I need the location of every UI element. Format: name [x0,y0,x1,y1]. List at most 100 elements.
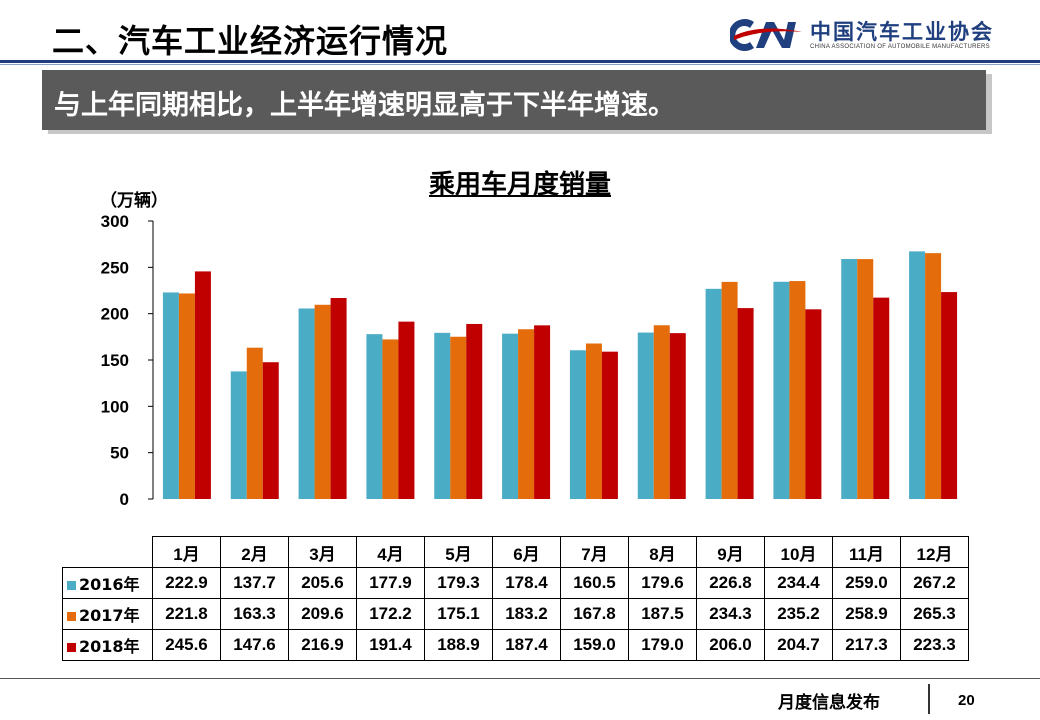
x-category-label: 9月 [696,536,765,568]
x-category-label: 11月 [832,536,901,568]
table-cell: 234.3 [696,598,765,630]
bar-2017年-3月 [314,304,331,499]
legend-swatch [67,643,76,652]
legend-swatch [67,581,76,590]
table-cell: 172.2 [356,598,425,630]
table-cell: 191.4 [356,629,425,661]
bar-2018年-6月 [534,325,551,499]
table-cell: 187.5 [628,598,697,630]
table-cell: 222.9 [152,567,221,599]
table-cell: 221.8 [152,598,221,630]
x-category-label: 4月 [356,536,425,568]
logo-name-en: CHINA ASSOCIATION OF AUTOMOBILE MANUFACT… [810,44,990,50]
table-cell: 163.3 [220,598,289,630]
table-cell: 137.7 [220,567,289,599]
table-cell: 147.6 [220,629,289,661]
header-rule [0,60,1040,63]
bar-2018年-12月 [941,292,958,499]
table-row: 2016年 222.9 137.7 205.6 177.9 179.3 178.4 160.5… [62,567,969,599]
bar-2017年-7月 [585,343,602,499]
bar-2018年-3月 [330,298,347,499]
bar-2016年-6月 [502,333,519,499]
bar-2016年-1月 [162,292,179,499]
bar-2017年-2月 [246,347,263,499]
table-cell: 217.3 [832,629,901,661]
x-category-label: 12月 [900,536,969,568]
bar-2018年-7月 [601,351,618,499]
x-category-label: 6月 [492,536,561,568]
table-cell: 187.4 [492,629,561,661]
bar-2016年-12月 [909,251,926,499]
table-cell: 204.7 [764,629,833,661]
page-number: 20 [958,692,975,709]
x-category-label: 5月 [424,536,493,568]
legend-label: 2018年 [79,637,140,656]
legend-entry: 2016年 [62,567,153,599]
y-tick-label: 250 [101,258,129,277]
table-cell: 179.0 [628,629,697,661]
cam-logo-icon [730,19,802,51]
summary-banner: 与上年同期相比，上半年增速明显高于下半年增速。 [42,70,986,130]
footer-label: 月度信息发布 [778,693,880,713]
table-cell: 188.9 [424,629,493,661]
bar-2017年-9月 [721,281,738,499]
bar-2017年-1月 [178,293,195,499]
table-row: 2018年 245.6 147.6 216.9 191.4 188.9 187.4 159.0… [62,629,969,661]
bar-2017年-8月 [653,325,670,499]
table-cell: 175.1 [424,598,493,630]
legend-entry: 2018年 [62,629,153,661]
table-cell: 205.6 [288,567,357,599]
table-cell: 265.3 [900,598,969,630]
table-cell: 216.9 [288,629,357,661]
x-category-label: 8月 [628,536,697,568]
table-cell: 267.2 [900,567,969,599]
bar-2017年-5月 [450,336,467,499]
table-cell: 245.6 [152,629,221,661]
y-tick-label: 0 [120,490,129,509]
bar-2016年-11月 [841,258,858,499]
chart-title: 乘用车月度销量 [428,170,611,200]
legend-label: 2017年 [79,606,140,625]
y-axis-unit-label: （万辆） [100,191,168,211]
legend-label: 2016年 [79,575,140,594]
bar-2018年-4月 [398,321,415,499]
bar-2016年-9月 [705,288,722,499]
bar-2016年-2月 [230,371,247,499]
cam-logo: 中国汽车工业协会 CHINA ASSOCIATION OF AUTOMOBILE… [730,14,1000,56]
table-cell: 159.0 [560,629,629,661]
table-cell: 183.2 [492,598,561,630]
table-cell: 259.0 [832,567,901,599]
x-category-label: 3月 [288,536,357,568]
table-cell: 235.2 [764,598,833,630]
table-corner [63,537,153,568]
table-row: 2017年 221.8 163.3 209.6 172.2 175.1 183.2 167.8… [62,598,969,630]
bar-2016年-5月 [434,332,451,499]
bar-2017年-12月 [925,253,942,499]
y-tick-label: 50 [110,444,129,463]
table-cell: 223.3 [900,629,969,661]
table-cell: 179.6 [628,567,697,599]
x-category-label: 1月 [152,536,221,568]
bar-2018年-9月 [737,308,754,499]
bar-2018年-1月 [194,271,211,499]
y-tick-label: 300 [101,212,129,231]
x-category-label: 2月 [220,536,289,568]
data-table: 1月 2月 3月 4月 5月 6月 7月 8月 9月 10月 11月 12月 2016年 222.9 137… [62,536,969,661]
table-cell: 234.4 [764,567,833,599]
header-rule-thin [0,64,1040,65]
footer-separator [928,684,930,714]
table-header-row: 1月 2月 3月 4月 5月 6月 7月 8月 9月 10月 11月 12月 [63,536,969,568]
bar-2018年-11月 [873,297,890,499]
bar-2018年-2月 [262,362,279,499]
footer-rule [0,678,1040,679]
x-category-label: 10月 [764,536,833,568]
table-cell: 160.5 [560,567,629,599]
table-cell: 167.8 [560,598,629,630]
table-cell: 258.9 [832,598,901,630]
bar-2018年-8月 [669,333,686,499]
bar-2017年-11月 [857,259,874,499]
page-title: 二、汽车工业经济运行情况 [52,22,449,60]
bar-2016年-3月 [298,308,315,499]
legend-entry: 2017年 [62,598,153,630]
bar-2016年-7月 [569,350,586,499]
